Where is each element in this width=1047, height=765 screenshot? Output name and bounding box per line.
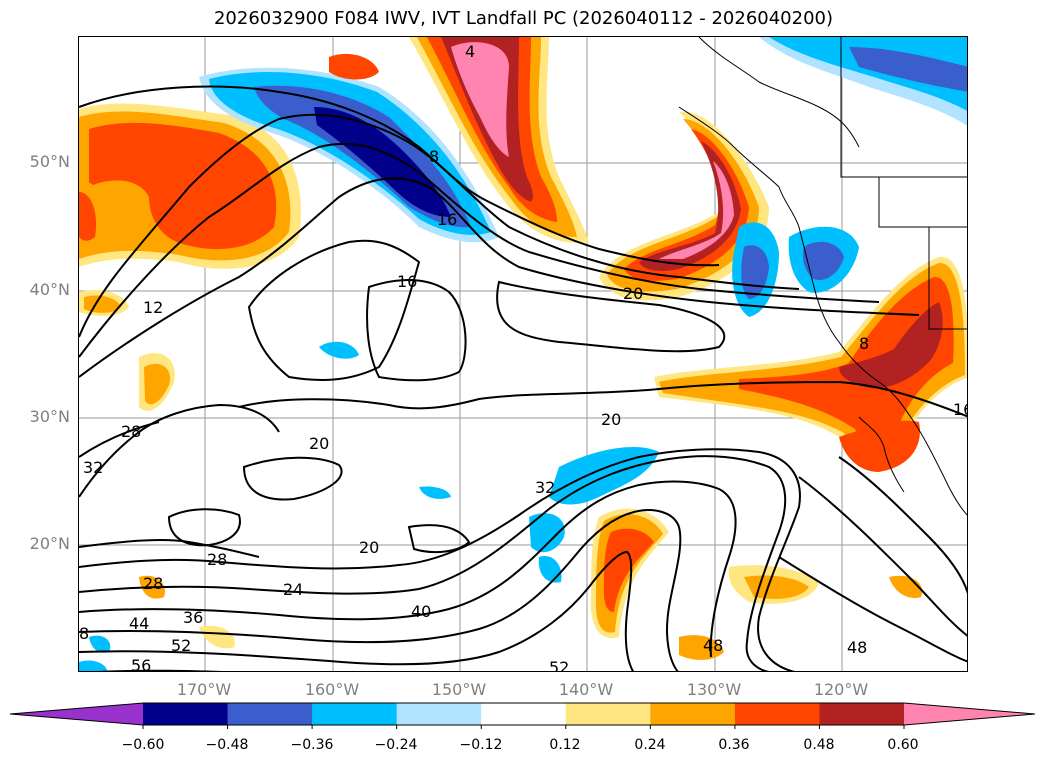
colorbar-tick-label: −0.36 xyxy=(290,737,334,753)
colorbar-tick-label: 0.36 xyxy=(718,737,750,753)
contour-label: 20 xyxy=(359,538,379,557)
shade-se-orange3 xyxy=(679,635,724,660)
coastlines xyxy=(678,37,967,516)
contour-label: 28 xyxy=(121,422,141,441)
colorbar-tick-label: 0.60 xyxy=(887,737,919,753)
colorbar-extend-high xyxy=(904,703,1035,725)
shade-small-4 xyxy=(79,660,107,671)
colorbar-tick-label: −0.60 xyxy=(121,737,165,753)
contour-label: 20 xyxy=(309,434,329,453)
lon-label-120w: 120°W xyxy=(813,680,869,699)
lon-label-160w: 160°W xyxy=(304,680,360,699)
contour-label: 48 xyxy=(847,638,867,657)
shade-small-2 xyxy=(199,625,235,649)
contour-label: 32 xyxy=(83,458,103,477)
shade-ecoast-south-red xyxy=(839,420,920,472)
shade-ecoast-brown xyxy=(839,302,943,389)
colorbar-tick-label: −0.24 xyxy=(374,737,418,753)
colorbar-tick-label: −0.48 xyxy=(205,737,249,753)
contour-labels: 4 8 16 16 12 20 20 20 28 32 28 24 28 36 … xyxy=(79,42,968,672)
shade-sc-red xyxy=(603,528,654,612)
lon-label-170w: 170°W xyxy=(176,680,232,699)
colorbar-extend-low xyxy=(10,703,143,725)
colorbar-tick-label: 0.24 xyxy=(634,737,666,753)
contour-label: 12 xyxy=(143,298,163,317)
shade-pnw-blue2-mid xyxy=(803,241,844,281)
colorbar-cell xyxy=(227,703,313,725)
map-title: 2026032900 F084 IWV, IVT Landfall PC (20… xyxy=(213,8,834,29)
contour-label: 44 xyxy=(129,614,149,633)
lon-label-150w: 150°W xyxy=(431,680,487,699)
lon-label-140w: 140°W xyxy=(558,680,614,699)
shade-nwblue-dark xyxy=(314,107,451,217)
lat-label-20n: 20°N xyxy=(29,534,70,553)
lat-label-50n: 50°N xyxy=(29,152,70,171)
contour-label: 48 xyxy=(703,636,723,655)
contour-label: 16 xyxy=(437,210,457,229)
colorbar-tick-label: 0.48 xyxy=(803,737,835,753)
contour-label: 8 xyxy=(79,624,89,643)
colorbar-cell xyxy=(819,703,905,725)
colorbar-outline xyxy=(9,702,1036,726)
shade-sc-blue3 xyxy=(538,556,562,583)
lat-label-30n: 30°N xyxy=(29,407,70,426)
contour-label: 16 xyxy=(953,400,968,419)
colorbar-cell xyxy=(143,703,229,725)
shaded-pc-field xyxy=(79,37,967,671)
contour-label: 28 xyxy=(207,550,227,569)
contour-label: 40 xyxy=(411,602,431,621)
shade-ne-blue-mid xyxy=(849,47,967,92)
colorbar-tick-label: −0.12 xyxy=(459,737,503,753)
colorbar-cell xyxy=(734,703,820,725)
colorbar-cell xyxy=(481,703,567,725)
contour-label: 36 xyxy=(183,608,203,627)
shade-small-3 xyxy=(89,635,111,653)
contour-label: 52 xyxy=(171,636,191,655)
colorbar-cell xyxy=(650,703,736,725)
shade-small-7 xyxy=(144,363,170,405)
shade-topc-pink xyxy=(451,42,509,157)
colorbar-tick-label: 0.12 xyxy=(549,737,581,753)
colorbar xyxy=(9,702,1036,729)
contour-label: 4 xyxy=(465,42,475,61)
shade-sc-blue2 xyxy=(529,513,565,553)
map-plot-area: 4 8 16 16 12 20 20 20 28 32 28 24 28 36 … xyxy=(78,36,968,672)
shade-small-10 xyxy=(419,486,451,499)
contour-label: 32 xyxy=(535,478,555,497)
lon-label-130w: 130°W xyxy=(686,680,742,699)
shade-topc-small-orange xyxy=(329,53,379,80)
contour-label: 8 xyxy=(859,334,869,353)
contour-label: 20 xyxy=(623,284,643,303)
contour-label: 56 xyxy=(131,656,151,672)
shade-nw-red xyxy=(89,122,277,250)
map-canvas: 4 8 16 16 12 20 20 20 28 32 28 24 28 36 … xyxy=(79,37,968,672)
iwv-contours xyxy=(79,85,967,671)
colorbar-cells xyxy=(10,703,1035,725)
colorbar-ticks xyxy=(142,725,905,729)
contour-label: 52 xyxy=(549,658,569,672)
shade-ecoast-red xyxy=(739,276,954,448)
shade-small-5 xyxy=(319,341,359,359)
contour-label: 20 xyxy=(601,410,621,429)
colorbar-cell xyxy=(565,703,651,725)
colorbar-cell xyxy=(396,703,482,725)
colorbar-cell xyxy=(312,703,398,725)
contour-label: 8 xyxy=(429,147,439,166)
shade-w-red xyxy=(79,192,97,241)
contour-label: 16 xyxy=(397,272,417,291)
lat-label-40n: 40°N xyxy=(29,280,70,299)
contour-label: 24 xyxy=(283,580,303,599)
contour-label: 28 xyxy=(143,574,163,593)
